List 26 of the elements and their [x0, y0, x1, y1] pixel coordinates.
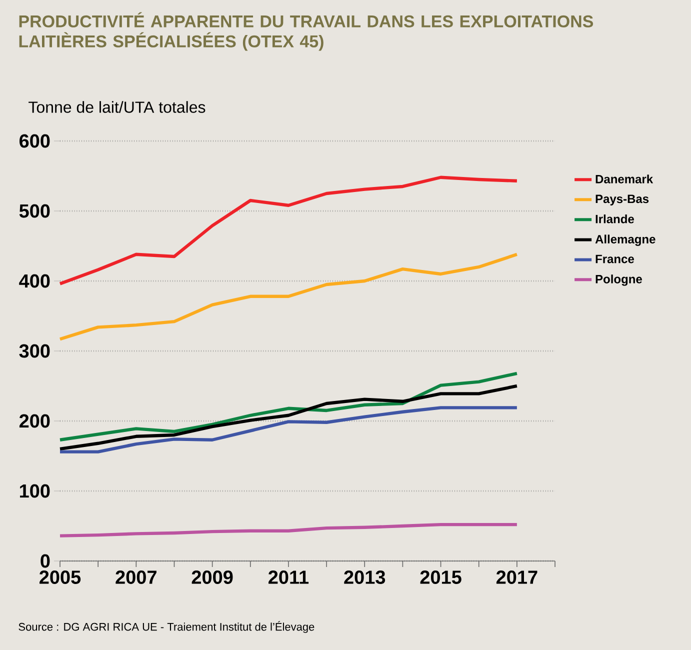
legend-label: Allemagne — [595, 234, 656, 246]
legend-label: Irlande — [596, 214, 634, 224]
x-tick-label: 2013 — [344, 570, 386, 584]
y-tick-label: 600 — [20, 134, 50, 148]
y-axis-title: Tonne de lait/UTA totales — [28, 101, 206, 113]
x-tick-label: 2009 — [192, 570, 233, 584]
legend-label: France — [596, 254, 634, 264]
y-tick-label: 300 — [19, 344, 50, 358]
line-series — [58, 252, 519, 341]
line-series — [58, 384, 519, 451]
line-series — [58, 176, 519, 286]
x-tick-label: 2005 — [40, 570, 81, 584]
legend-label: Pays-Bas — [596, 194, 649, 206]
y-tick-label: 100 — [20, 484, 50, 498]
chart-title: PRODUCTIVITÉ APPARENTE DU TRAVAIL DANS LES EXPLOITATIONS LAITIÈRES SPÉCIALISÉES (OTEX 45) — [19, 12, 594, 51]
y-tick-label: 500 — [19, 204, 50, 218]
x-tick-label: 2011 — [268, 570, 309, 584]
y-tick-label: 200 — [19, 414, 50, 428]
source-note: Source : DG AGRI RICA UE - Traiement Institut de l’Élevage — [18, 621, 314, 633]
y-tick-label: 0 — [40, 554, 50, 568]
x-tick-label: 2007 — [116, 570, 156, 584]
y-tick-label: 400 — [19, 274, 50, 288]
x-tick-label: 2015 — [420, 570, 462, 584]
x-tick-label: 2017 — [496, 570, 538, 584]
legend-label: Danemark — [596, 174, 654, 184]
legend-label: Pologne — [596, 274, 642, 286]
